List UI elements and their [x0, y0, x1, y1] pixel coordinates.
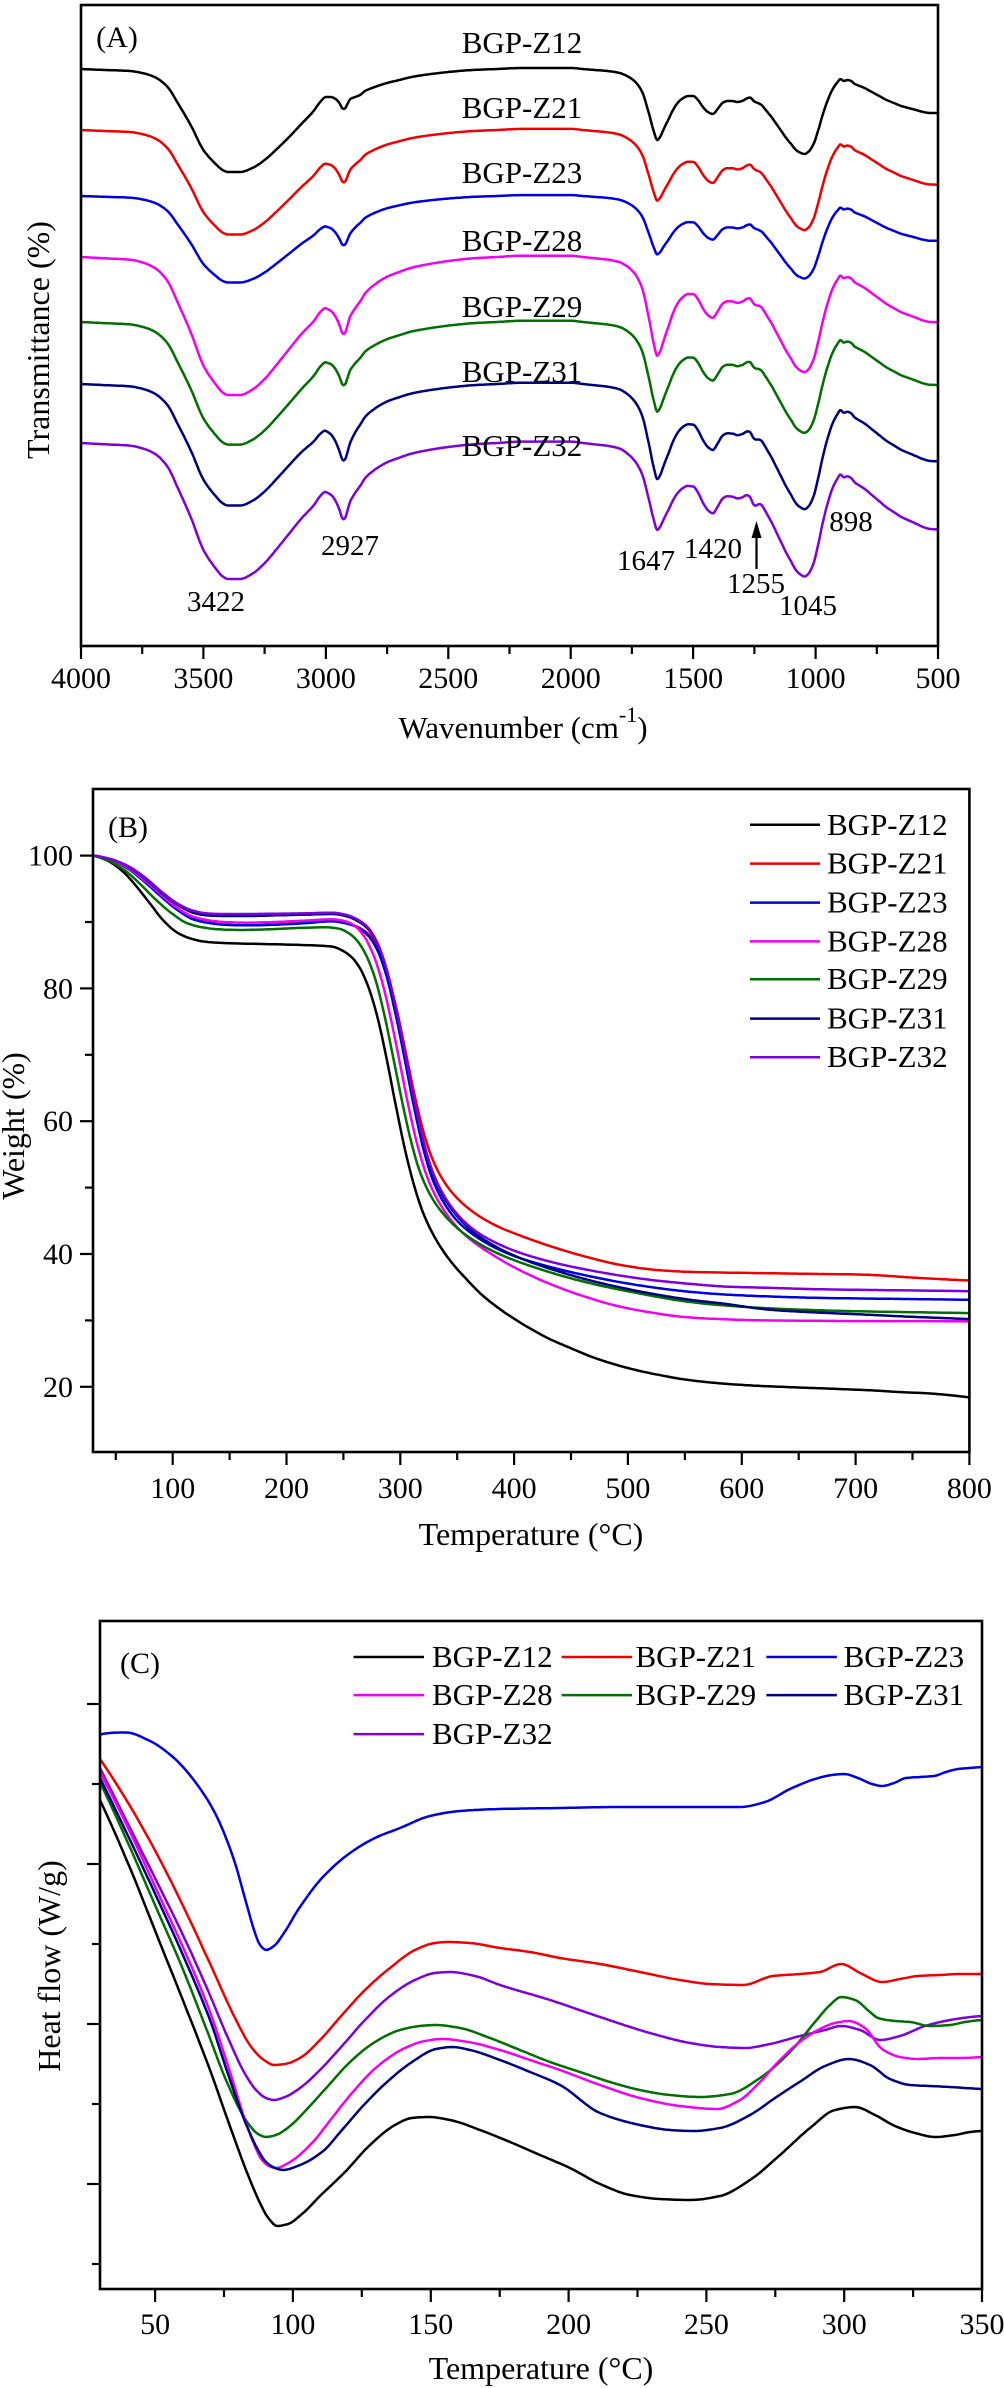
- svg-text:Temperature (°C): Temperature (°C): [419, 1516, 644, 1552]
- svg-text:500: 500: [916, 662, 961, 695]
- svg-text:1647: 1647: [617, 545, 675, 577]
- svg-text:250: 250: [684, 2308, 729, 2341]
- svg-text:(A): (A): [96, 21, 138, 54]
- svg-text:4000: 4000: [51, 662, 111, 695]
- svg-text:200: 200: [546, 2308, 591, 2341]
- svg-text:898: 898: [829, 506, 873, 538]
- svg-text:BGP-Z29: BGP-Z29: [462, 289, 583, 324]
- svg-text:1500: 1500: [663, 662, 723, 695]
- svg-text:300: 300: [822, 2308, 867, 2341]
- svg-text:BGP-Z28: BGP-Z28: [827, 923, 948, 958]
- svg-text:BGP-Z29: BGP-Z29: [827, 961, 948, 996]
- svg-text:50: 50: [140, 2308, 170, 2341]
- svg-text:40: 40: [43, 1238, 73, 1271]
- svg-text:350: 350: [960, 2308, 1004, 2341]
- svg-text:1045: 1045: [779, 590, 837, 622]
- svg-text:3000: 3000: [296, 662, 356, 695]
- svg-text:600: 600: [719, 1472, 764, 1505]
- svg-text:60: 60: [43, 1105, 73, 1138]
- svg-text:BGP-Z32: BGP-Z32: [827, 1039, 948, 1074]
- svg-text:BGP-Z21: BGP-Z21: [827, 846, 948, 881]
- svg-text:BGP-Z31: BGP-Z31: [844, 1677, 965, 1712]
- svg-text:700: 700: [833, 1472, 878, 1505]
- svg-text:BGP-Z31: BGP-Z31: [827, 1001, 948, 1036]
- svg-text:BGP-Z32: BGP-Z32: [462, 428, 583, 463]
- svg-text:1000: 1000: [786, 662, 846, 695]
- svg-text:BGP-Z29: BGP-Z29: [636, 1677, 757, 1712]
- svg-text:500: 500: [605, 1472, 650, 1505]
- svg-text:100: 100: [150, 1472, 195, 1505]
- svg-text:3422: 3422: [187, 586, 245, 618]
- svg-text:Weight (%): Weight (%): [0, 1052, 31, 1200]
- svg-text:200: 200: [264, 1472, 309, 1505]
- svg-text:(B): (B): [108, 811, 148, 844]
- svg-text:BGP-Z12: BGP-Z12: [432, 1639, 553, 1674]
- svg-text:100: 100: [270, 2308, 315, 2341]
- svg-text:BGP-Z12: BGP-Z12: [827, 807, 948, 842]
- svg-text:1420: 1420: [684, 533, 742, 565]
- svg-text:3500: 3500: [173, 662, 233, 695]
- svg-text:2500: 2500: [418, 662, 478, 695]
- svg-text:80: 80: [43, 972, 73, 1005]
- svg-text:BGP-Z23: BGP-Z23: [844, 1639, 965, 1674]
- svg-text:Transmittance (%): Transmittance (%): [20, 221, 56, 459]
- svg-text:Wavenumber (cm-1): Wavenumber (cm-1): [398, 702, 647, 745]
- svg-text:BGP-Z31: BGP-Z31: [462, 354, 583, 389]
- svg-text:400: 400: [492, 1472, 537, 1505]
- svg-text:800: 800: [947, 1472, 992, 1505]
- svg-text:1255: 1255: [727, 568, 785, 600]
- svg-text:BGP-Z23: BGP-Z23: [462, 155, 583, 190]
- svg-text:BGP-Z28: BGP-Z28: [462, 223, 583, 258]
- svg-text:Heat flow (W/g): Heat flow (W/g): [31, 1860, 67, 2071]
- svg-text:Temperature (°C): Temperature (°C): [429, 2350, 654, 2386]
- svg-text:BGP-Z12: BGP-Z12: [462, 25, 583, 60]
- svg-text:BGP-Z21: BGP-Z21: [636, 1639, 757, 1674]
- svg-text:BGP-Z23: BGP-Z23: [827, 885, 948, 920]
- svg-text:(C): (C): [120, 1647, 160, 1680]
- svg-text:20: 20: [43, 1371, 73, 1404]
- svg-text:BGP-Z21: BGP-Z21: [462, 90, 583, 125]
- svg-text:2000: 2000: [541, 662, 601, 695]
- svg-text:100: 100: [28, 840, 73, 873]
- svg-text:300: 300: [378, 1472, 423, 1505]
- svg-text:BGP-Z32: BGP-Z32: [432, 1716, 553, 1751]
- svg-text:2927: 2927: [321, 530, 379, 562]
- svg-text:150: 150: [408, 2308, 453, 2341]
- svg-text:BGP-Z28: BGP-Z28: [432, 1677, 553, 1712]
